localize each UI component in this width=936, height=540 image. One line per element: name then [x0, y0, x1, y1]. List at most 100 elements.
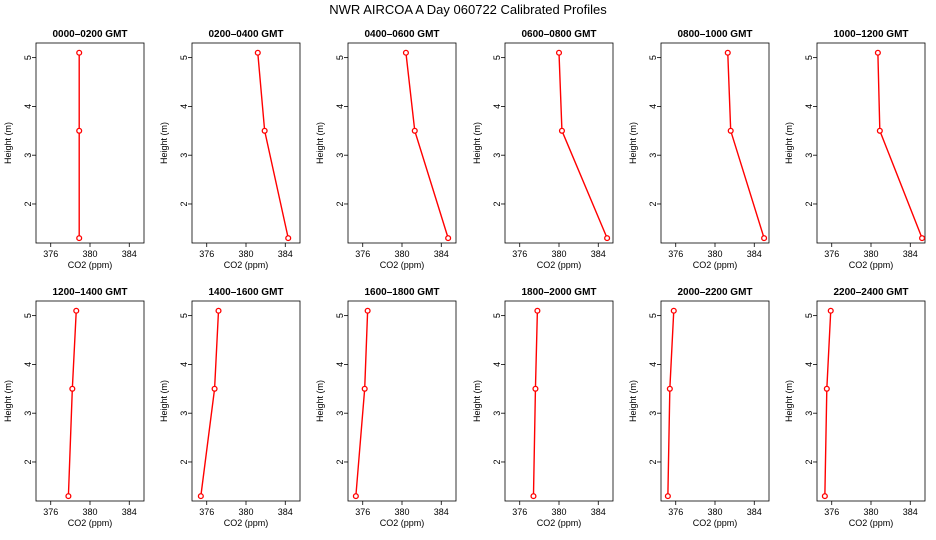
data-point	[285, 235, 292, 242]
data-point	[664, 493, 671, 500]
x-tick-label: 376	[668, 249, 683, 259]
y-tick-label: 2	[23, 201, 33, 206]
y-tick-label: 2	[23, 459, 33, 464]
data-point	[65, 493, 72, 500]
y-tick-label: 3	[492, 153, 502, 158]
panel-title: 2000–2200 GMT	[677, 287, 752, 298]
y-axis-label: Height (m)	[3, 380, 13, 422]
data-point	[827, 307, 834, 314]
x-tick-label: 384	[434, 249, 449, 259]
x-tick-label: 380	[707, 249, 722, 259]
y-tick-label: 3	[23, 411, 33, 416]
x-tick-label: 380	[238, 507, 253, 517]
data-point	[823, 385, 830, 392]
x-tick-label: 384	[122, 249, 137, 259]
data-point	[555, 49, 563, 56]
profile-line	[558, 52, 608, 239]
data-point	[197, 493, 204, 500]
data-point	[364, 307, 371, 314]
data-point	[352, 493, 359, 500]
y-tick-label: 3	[179, 153, 189, 158]
profile-line	[532, 310, 539, 497]
y-axis-label: Height (m)	[159, 380, 169, 422]
panel-4: 0600–0800 GMT 376 380 384 2 3 4 5 CO2 (ppm) Heigh…	[472, 29, 614, 270]
x-tick-label: 376	[43, 507, 58, 517]
data-point	[73, 307, 80, 314]
x-tick-label: 380	[551, 249, 566, 259]
y-tick-label: 4	[804, 362, 814, 367]
y-axis-label: Height (m)	[628, 122, 638, 164]
y-axis-label: Height (m)	[628, 380, 638, 422]
y-tick-label: 4	[804, 104, 814, 109]
y-axis-label: Height (m)	[784, 122, 794, 164]
x-tick-label: 376	[43, 249, 58, 259]
y-tick-label: 3	[492, 411, 502, 416]
y-tick-label: 5	[804, 313, 814, 318]
x-tick-label: 376	[512, 249, 527, 259]
profile-line	[200, 310, 220, 497]
x-tick-label: 380	[551, 507, 566, 517]
x-tick-label: 384	[278, 507, 293, 517]
x-tick-label: 376	[512, 507, 527, 517]
plot-frame	[504, 300, 614, 502]
y-axis-label: Height (m)	[315, 122, 325, 164]
x-axis-label: CO2 (ppm)	[849, 260, 894, 270]
plot-frame	[35, 42, 145, 244]
panel-title: 1200–1400 GMT	[52, 287, 127, 298]
y-tick-label: 4	[335, 104, 345, 109]
y-tick-label: 5	[492, 55, 502, 60]
panel-title: 0200–0400 GMT	[208, 29, 283, 40]
panel-title: 2200–2400 GMT	[833, 287, 908, 298]
x-axis-label: CO2 (ppm)	[380, 260, 425, 270]
x-axis-label: CO2 (ppm)	[224, 260, 269, 270]
x-axis-label: CO2 (ppm)	[693, 260, 738, 270]
y-tick-label: 3	[23, 153, 33, 158]
x-tick-label: 376	[199, 507, 214, 517]
data-point	[876, 127, 883, 134]
data-point	[821, 493, 828, 500]
x-tick-label: 384	[747, 249, 762, 259]
x-tick-label: 384	[591, 249, 606, 259]
profile-line	[727, 52, 765, 239]
x-tick-label: 380	[394, 507, 409, 517]
y-tick-label: 4	[23, 104, 33, 109]
panel-1: 0000–0200 GMT 376 380 384 2 3 4 5 CO2 (ppm) Heigh…	[3, 29, 145, 270]
x-tick-label: 384	[278, 249, 293, 259]
y-tick-label: 2	[335, 459, 345, 464]
y-tick-label: 2	[804, 201, 814, 206]
plot-frame	[660, 300, 770, 502]
y-tick-label: 4	[492, 104, 502, 109]
panel-title: 0600–0800 GMT	[521, 29, 596, 40]
plot-frame	[191, 300, 301, 502]
x-tick-label: 380	[82, 249, 97, 259]
panel-title: 0400–0600 GMT	[364, 29, 439, 40]
x-tick-label: 380	[863, 507, 878, 517]
plot-frame	[816, 300, 926, 502]
panel-9: 1600–1800 GMT 376 380 384 2 3 4 5 CO2 (ppm) Heigh…	[315, 287, 457, 528]
y-tick-label: 2	[492, 459, 502, 464]
y-tick-label: 5	[648, 55, 658, 60]
data-point	[761, 235, 768, 242]
panel-6: 1000–1200 GMT 376 380 384 2 3 4 5 CO2 (ppm) Heigh…	[784, 29, 926, 270]
y-tick-label: 4	[179, 104, 189, 109]
x-tick-label: 376	[355, 249, 370, 259]
x-tick-label: 380	[707, 507, 722, 517]
panel-title: 1000–1200 GMT	[833, 29, 908, 40]
y-tick-label: 3	[804, 153, 814, 158]
data-point	[76, 235, 83, 242]
panel-title: 1600–1800 GMT	[364, 287, 439, 298]
x-axis-label: CO2 (ppm)	[68, 518, 113, 528]
profile-line	[824, 310, 832, 497]
y-tick-label: 3	[648, 411, 658, 416]
data-point	[727, 127, 734, 134]
y-axis-label: Height (m)	[472, 380, 482, 422]
main-title: NWR AIRCOA A Day 060722 Calibrated Profi…	[329, 2, 607, 17]
panel-title: 0800–1000 GMT	[677, 29, 752, 40]
panel-2: 0200–0400 GMT 376 380 384 2 3 4 5 CO2 (ppm) Heigh…	[159, 29, 301, 270]
y-tick-label: 3	[335, 153, 345, 158]
data-point	[69, 385, 76, 392]
profile-line	[667, 310, 675, 497]
y-tick-label: 3	[648, 153, 658, 158]
y-axis-label: Height (m)	[784, 380, 794, 422]
x-tick-label: 380	[394, 249, 409, 259]
